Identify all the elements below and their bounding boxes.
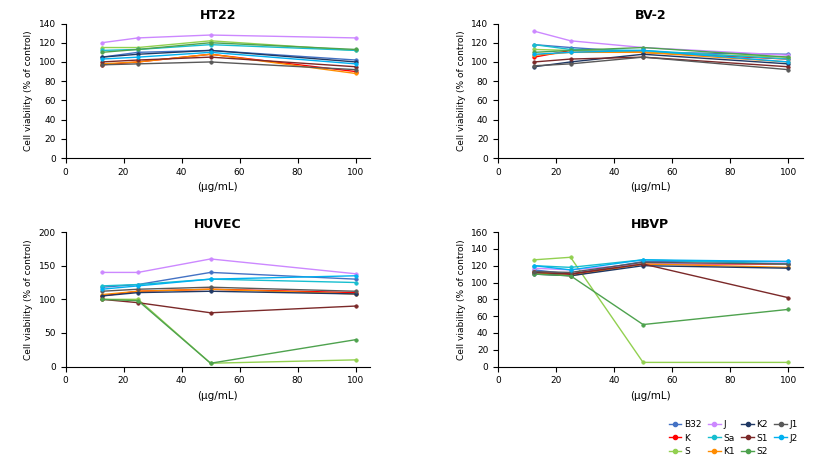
- Title: HUVEC: HUVEC: [194, 218, 242, 231]
- X-axis label: (μg/mL): (μg/mL): [197, 182, 238, 192]
- Y-axis label: Cell viability (% of control): Cell viability (% of control): [24, 239, 33, 360]
- Y-axis label: Cell viability (% of control): Cell viability (% of control): [456, 31, 465, 151]
- Title: BV-2: BV-2: [635, 9, 666, 23]
- X-axis label: (μg/mL): (μg/mL): [197, 391, 238, 401]
- Title: HBVP: HBVP: [631, 218, 669, 231]
- Y-axis label: Cell viability (% of control): Cell viability (% of control): [24, 31, 33, 151]
- Y-axis label: Cell viability (% of control): Cell viability (% of control): [456, 239, 465, 360]
- X-axis label: (μg/mL): (μg/mL): [630, 391, 671, 401]
- X-axis label: (μg/mL): (μg/mL): [630, 182, 671, 192]
- Legend: B32, K, S, J, Sa, K1, K2, S1, S2, J1, J2: B32, K, S, J, Sa, K1, K2, S1, S2, J1, J2: [669, 420, 798, 456]
- Title: HT22: HT22: [200, 9, 236, 23]
